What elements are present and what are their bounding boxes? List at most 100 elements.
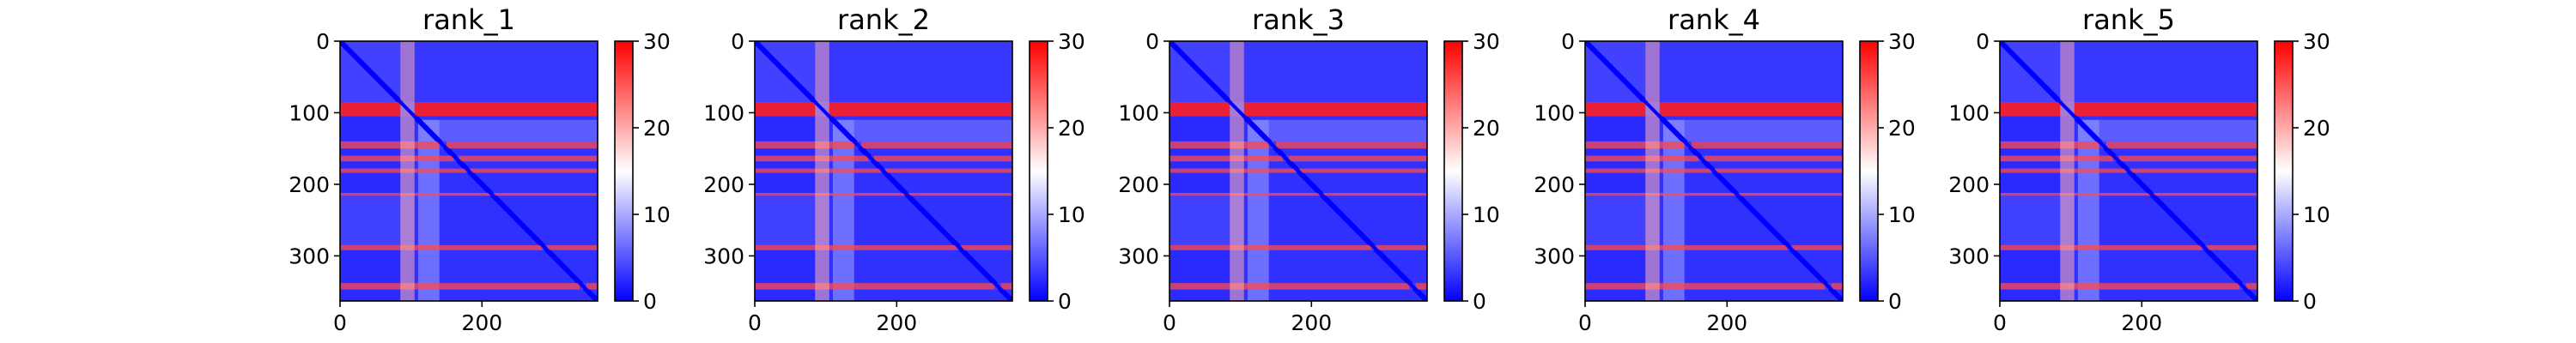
panel-5-cbtick-30: 30 — [2303, 29, 2330, 54]
panel-5-band-row-1 — [2000, 101, 2257, 117]
panel-2-xtick-200: 200 — [876, 310, 917, 335]
panel-4-colorbar-frame — [1859, 40, 1879, 302]
panel-5-heatmap — [2000, 41, 2257, 301]
panel-3-ytick-0: 0 — [1145, 29, 1159, 54]
panel-5-band-col-1 — [2060, 41, 2075, 301]
panel-3-xtick-200: 200 — [1291, 310, 1332, 335]
panel-1-heatmap — [340, 41, 598, 301]
panel-1-band-row-3 — [340, 155, 598, 162]
panel-1-linker-col — [417, 119, 440, 301]
panel-4-colorbar — [1860, 41, 1878, 301]
panel-2-ytick-300: 300 — [703, 244, 744, 268]
panel-3-cbtick-10: 10 — [1473, 202, 1500, 227]
panel-1-colorbar-frame — [614, 40, 634, 302]
panel-5-colorbar-frame — [2274, 40, 2293, 302]
panel-5-ytick-100: 100 — [1948, 100, 1990, 125]
panel-1-frame — [339, 40, 598, 302]
panel-3-cbtick-0: 0 — [1473, 289, 1486, 314]
panel-4-cbtick-30: 30 — [1888, 29, 1916, 54]
panel-4-diagonal-top — [1585, 41, 1843, 301]
panel-4-linker-col — [1662, 119, 1685, 301]
panel-4-ytick-300: 300 — [1534, 244, 1575, 268]
panel-2-cbtick-0: 0 — [1058, 289, 1072, 314]
panel-1-xtick-0: 0 — [333, 310, 347, 335]
panel-3-ytick-300: 300 — [1118, 244, 1159, 268]
panel-4-cbtick-20: 20 — [1888, 116, 1916, 141]
panel-3-linker-row — [1247, 119, 1427, 141]
panel-1-cbtick-30: 30 — [643, 29, 671, 54]
panel-2-ytick-100: 100 — [703, 100, 744, 125]
panel-2-frame — [754, 40, 1013, 302]
panel-5-cbtick-10: 10 — [2303, 202, 2330, 227]
panel-3-colorbar-frame — [1443, 40, 1463, 302]
panel-2-ytick-200: 200 — [703, 172, 744, 197]
panel-2-band-row-2 — [755, 141, 1012, 149]
panel-3-band-row-6 — [1170, 244, 1427, 250]
panel-4-title: rank_4 — [1668, 3, 1760, 36]
panel-5-band-row-6 — [2000, 244, 2257, 250]
panel-5-band-row-7 — [2000, 283, 2257, 290]
panel-4-linker-row — [1662, 119, 1843, 141]
panel-4-band-row-7 — [1585, 283, 1843, 290]
panel-1-cbtick-20: 20 — [643, 116, 671, 141]
panel-5-title: rank_5 — [2082, 3, 2175, 36]
panel-5-ytick-300: 300 — [1948, 244, 1990, 268]
panel-4-domain-ab — [1659, 41, 1843, 102]
panel-2-title: rank_2 — [837, 3, 930, 36]
panel-2-cbtick-20: 20 — [1058, 116, 1085, 141]
panel-5-cbtick-20: 20 — [2303, 116, 2330, 141]
panel-1-ytick-200: 200 — [289, 172, 330, 197]
panel-3-band-row-3 — [1170, 155, 1427, 162]
panel-5-ytick-200: 200 — [1948, 172, 1990, 197]
panel-5-xtick-200: 200 — [2121, 310, 2162, 335]
panel-3-band-row-7 — [1170, 283, 1427, 290]
panel-2-ytick-0: 0 — [731, 29, 744, 54]
panel-4-frame — [1584, 40, 1844, 302]
panel-5-domain-ab — [2074, 41, 2257, 102]
panel-2-band-row-7 — [755, 283, 1012, 290]
panel-5-ytick-0: 0 — [1976, 29, 1990, 54]
panel-3-frame — [1169, 40, 1428, 302]
panel-4-band-row-6 — [1585, 244, 1843, 250]
panel-1-title: rank_1 — [422, 3, 515, 36]
panel-3-ytick-200: 200 — [1118, 172, 1159, 197]
panel-2-xtick-0: 0 — [748, 310, 762, 335]
panel-5-linker-row — [2077, 119, 2257, 141]
panel-4-xtick-200: 200 — [1706, 310, 1747, 335]
panel-5-band-row-5 — [2000, 192, 2257, 196]
panel-1-domain-ab — [414, 41, 598, 102]
panel-2-linker-row — [832, 119, 1012, 141]
panel-3-title: rank_3 — [1252, 3, 1345, 36]
panel-1-band-row-5 — [340, 192, 598, 196]
panel-5-linker-col — [2077, 119, 2099, 301]
panel-4-band-row-5 — [1585, 192, 1843, 196]
panel-3-xtick-0: 0 — [1163, 310, 1176, 335]
panel-1-band-row-7 — [340, 283, 598, 290]
panel-2-domain-ab — [829, 41, 1012, 102]
panel-5-cbtick-0: 0 — [2303, 289, 2317, 314]
panel-1-cbtick-0: 0 — [643, 289, 657, 314]
panel-4-ytick-200: 200 — [1534, 172, 1575, 197]
panel-4-band-row-1 — [1585, 101, 1843, 117]
panel-2-colorbar-frame — [1029, 40, 1048, 302]
panel-2-linker-col — [832, 119, 854, 301]
panel-5-frame — [1999, 40, 2258, 302]
panel-4-band-row-2 — [1585, 141, 1843, 149]
panel-4-band-col-1 — [1645, 41, 1660, 301]
panel-3-diagonal-top — [1170, 41, 1427, 301]
panel-1-band-row-1 — [340, 101, 598, 117]
panel-2-band-row-6 — [755, 244, 1012, 250]
panel-1-ytick-100: 100 — [289, 100, 330, 125]
panel-3-band-row-5 — [1170, 192, 1427, 196]
panel-1-cbtick-10: 10 — [643, 202, 671, 227]
panel-2-band-row-1 — [755, 101, 1012, 117]
panel-4-ytick-0: 0 — [1561, 29, 1575, 54]
panel-4-ytick-100: 100 — [1534, 100, 1575, 125]
panel-3-band-col-1 — [1230, 41, 1244, 301]
panel-3-cbtick-20: 20 — [1473, 116, 1500, 141]
panel-5-diagonal-top — [2000, 41, 2257, 301]
panel-1-ytick-0: 0 — [316, 29, 330, 54]
panel-5-xtick-0: 0 — [1993, 310, 2007, 335]
panel-2-diagonal-top — [755, 41, 1012, 301]
